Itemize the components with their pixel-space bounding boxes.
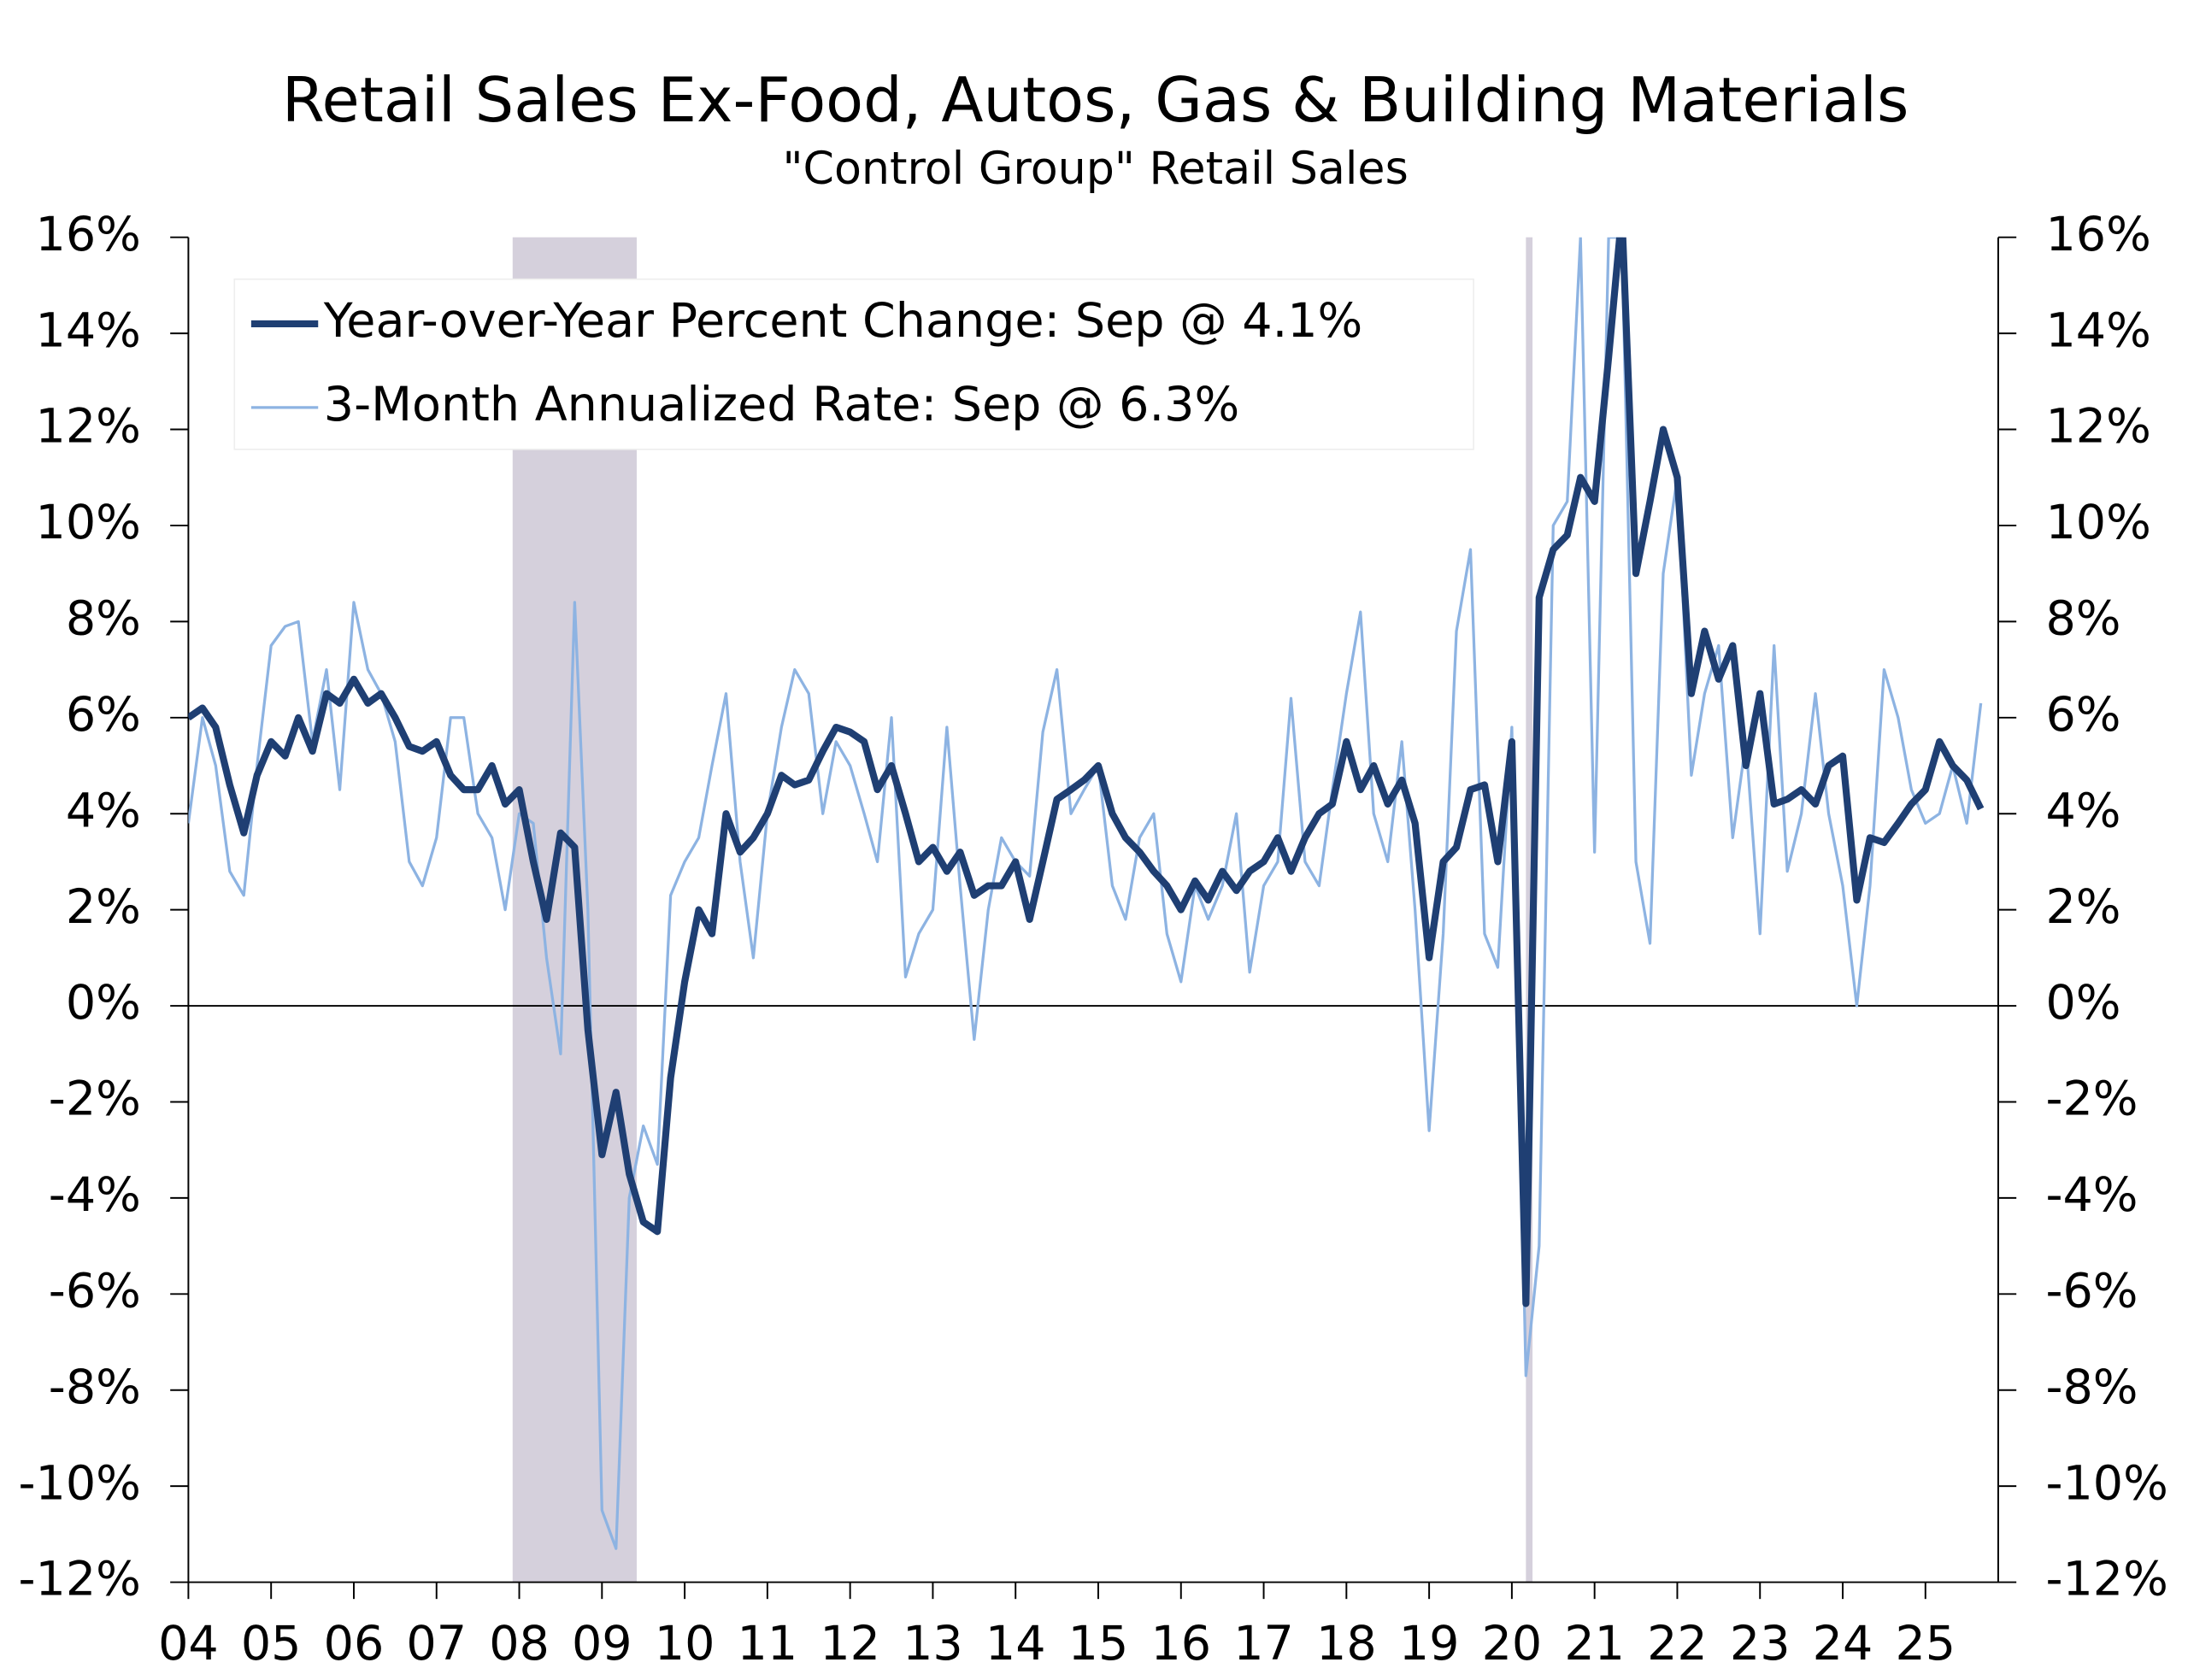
y-tick-label: 10% — [36, 495, 141, 550]
x-tick-label: 14 — [985, 1616, 1046, 1671]
y2-tick-label: 16% — [2045, 207, 2150, 262]
legend-box — [233, 278, 1474, 450]
y2-tick-label: 8% — [2045, 591, 2120, 647]
y2-tick-label: 2% — [2045, 879, 2120, 935]
x-tick-label: 11 — [738, 1616, 798, 1671]
x-tick-label: 15 — [1068, 1616, 1129, 1671]
chart-subtitle: "Control Group" Retail Sales — [782, 144, 1408, 195]
y-tick-label: 14% — [36, 303, 141, 358]
x-tick-label: 09 — [572, 1616, 632, 1671]
y-tick-label: -6% — [49, 1263, 141, 1319]
y-tick-label: -4% — [49, 1167, 141, 1223]
y-tick-label: 0% — [66, 975, 141, 1031]
x-tick-label: 13 — [903, 1616, 963, 1671]
x-tick-label: 07 — [406, 1616, 467, 1671]
y-tick-label: 8% — [66, 591, 141, 647]
x-tick-label: 17 — [1233, 1616, 1294, 1671]
y-tick-label: 16% — [36, 207, 141, 262]
y-tick-label: 4% — [66, 783, 141, 838]
y-tick-label: -8% — [49, 1360, 141, 1415]
x-tick-label: 23 — [1730, 1616, 1791, 1671]
x-tick-label: 08 — [489, 1616, 550, 1671]
y2-tick-label: 0% — [2045, 975, 2120, 1031]
x-tick-label: 12 — [820, 1616, 880, 1671]
y-tick-label: 6% — [66, 687, 141, 743]
y2-tick-label: 4% — [2045, 783, 2120, 838]
y2-tick-label: 14% — [2045, 303, 2150, 358]
y-tick-label: -10% — [19, 1455, 141, 1511]
x-tick-label: 18 — [1316, 1616, 1377, 1671]
y-tick-label: 12% — [36, 399, 141, 455]
y2-tick-label: 10% — [2045, 495, 2150, 550]
x-tick-label: 10 — [655, 1616, 715, 1671]
x-tick-label: 16 — [1150, 1616, 1211, 1671]
x-tick-label: 06 — [324, 1616, 385, 1671]
chart-title: Retail Sales Ex-Food, Autos, Gas & Build… — [282, 64, 1909, 136]
y2-tick-label: -4% — [2045, 1167, 2138, 1223]
plot-area — [188, 237, 1985, 1550]
y-tick-label: 2% — [66, 879, 141, 935]
x-tick-label: 19 — [1399, 1616, 1460, 1671]
recession-shade — [1526, 237, 1533, 1583]
y2-tick-label: -12% — [2045, 1552, 2167, 1607]
y2-tick-label: -6% — [2045, 1263, 2138, 1319]
recession-shade — [512, 237, 637, 1583]
x-tick-label: 25 — [1895, 1616, 1956, 1671]
legend-label: Year-over-Year Percent Change: Sep @ 4.1… — [323, 293, 1362, 349]
y2-tick-label: -8% — [2045, 1360, 2138, 1415]
y2-tick-label: 6% — [2045, 687, 2120, 743]
x-tick-label: 04 — [158, 1616, 219, 1671]
series-line — [188, 237, 1985, 1307]
y2-tick-label: 12% — [2045, 399, 2150, 455]
y-tick-label: -12% — [19, 1552, 141, 1607]
x-tick-label: 22 — [1647, 1616, 1708, 1671]
y-tick-label: -2% — [49, 1072, 141, 1127]
y2-tick-label: -2% — [2045, 1072, 2138, 1127]
legend-label: 3-Month Annualized Rate: Sep @ 6.3% — [324, 377, 1239, 432]
x-tick-label: 24 — [1813, 1616, 1873, 1671]
y2-tick-label: -10% — [2045, 1455, 2167, 1511]
x-tick-label: 20 — [1482, 1616, 1543, 1671]
x-tick-label: 05 — [241, 1616, 302, 1671]
x-tick-label: 21 — [1564, 1616, 1625, 1671]
